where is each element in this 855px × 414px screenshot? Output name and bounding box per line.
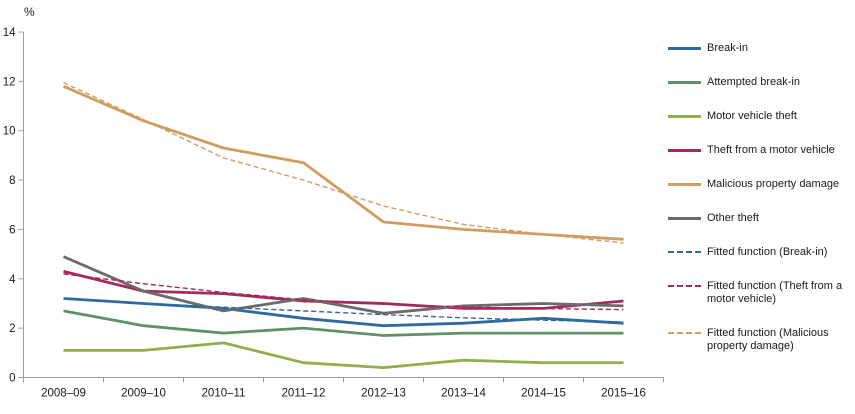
legend-label: Malicious property damage	[707, 178, 840, 190]
legend-item: Theft from a motor vehicle	[668, 144, 854, 157]
y-axis-tick-label: 6	[9, 224, 15, 236]
legend-label: Other theft	[707, 212, 759, 224]
series-line-attempted-break-in	[63, 309, 624, 337]
legend-swatch-solid	[668, 47, 701, 50]
x-axis-tick-label: 2013–14	[441, 388, 486, 400]
series-line-fitted-function-theft-from-a-motor-vehicle	[63, 273, 624, 311]
legend-label: Motor vehicle theft	[707, 110, 797, 122]
series-line-fitted-function-break-in	[63, 297, 624, 323]
legend-swatch-solid	[668, 149, 701, 152]
legend-item: Malicious property damage	[668, 178, 854, 191]
y-axis-tick-label: 12	[3, 76, 16, 88]
legend-swatch-solid	[668, 115, 701, 118]
legend-swatch-solid	[668, 217, 701, 220]
legend-label: Break-in	[707, 42, 748, 54]
legend-label: Fitted function (Malicious property dama…	[707, 327, 829, 352]
y-axis-tick-label: 8	[9, 175, 15, 187]
legend-item: Fitted function (Break-in)	[668, 246, 854, 259]
legend-swatch-solid	[668, 183, 701, 186]
legend-item: Fitted function (Theft from a motor vehi…	[668, 280, 854, 306]
legend-swatch-dashed	[668, 332, 701, 334]
y-axis-unit-label: %	[24, 5, 35, 19]
legend-item: Break-in	[668, 42, 854, 55]
series-line-motor-vehicle-theft	[63, 341, 624, 369]
y-axis-tick-label: 2	[9, 323, 15, 335]
series-line-malicious-property-damage	[62, 85, 624, 241]
y-axis-tick-label: 0	[9, 373, 15, 385]
y-axis-tick-label: 14	[3, 27, 16, 39]
legend-label: Fitted function (Break-in)	[707, 246, 828, 258]
legend-label: Attempted break-in	[707, 76, 800, 88]
legend-item: Attempted break-in	[668, 76, 854, 89]
legend-item: Fitted function (Malicious property dama…	[668, 327, 854, 353]
x-axis-tick-label: 2012–13	[361, 388, 406, 400]
y-axis-tick-label: 10	[3, 126, 16, 138]
chart-legend: Break-in Attempted break-in Motor vehicle …	[668, 42, 854, 374]
x-axis-tick-label: 2008–09	[41, 388, 86, 400]
legend-swatch-dashed	[668, 285, 701, 287]
legend-item: Other theft	[668, 212, 854, 225]
legend-swatch-dashed	[668, 251, 701, 253]
y-axis-tick-label: 4	[9, 274, 16, 286]
legend-label: Theft from a motor vehicle	[707, 144, 835, 156]
legend-item: Motor vehicle theft	[668, 110, 854, 123]
x-axis-tick-label: 2015–16	[601, 388, 646, 400]
x-axis-tick-label: 2009–10	[121, 388, 166, 400]
series-line-fitted-function-malicious-property-damage	[63, 81, 624, 244]
x-axis-tick-label: 2014–15	[521, 388, 566, 400]
x-axis-tick-label: 2011–12	[282, 388, 326, 400]
series-line-other-theft	[62, 255, 624, 315]
legend-label: Fitted function (Theft from a motor vehi…	[707, 280, 843, 305]
legend-swatch-solid	[668, 81, 701, 84]
x-axis-tick-label: 2010–11	[202, 388, 246, 400]
